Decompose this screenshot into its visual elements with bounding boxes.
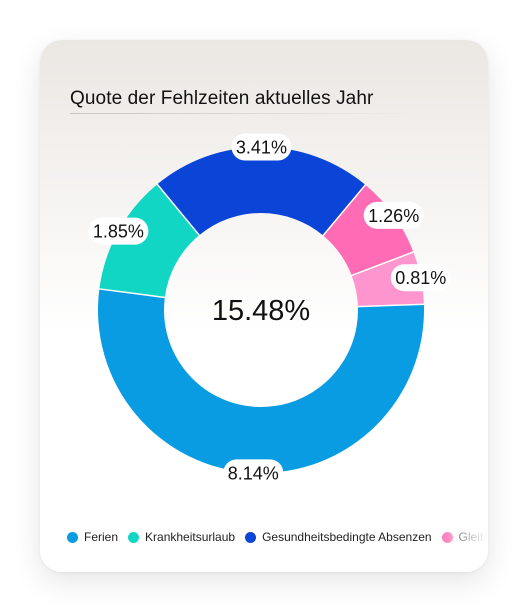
data-label: 1.85%: [88, 217, 149, 245]
slice-separator: [356, 303, 425, 308]
legend-item[interactable]: Gesundheitsbedingte Absenzen: [245, 530, 432, 544]
data-label-pill: [363, 201, 424, 229]
slice-separator: [156, 183, 201, 237]
center-total-label: 15.48%: [212, 295, 310, 327]
legend-label: Gesundheitsbedingte Absenzen: [262, 530, 432, 544]
data-label-text: 1.85%: [93, 222, 144, 242]
legend-label: Ferien: [84, 530, 119, 544]
donut-slice[interactable]: [99, 184, 200, 298]
legend-color-dot: [245, 531, 257, 543]
data-label: 0.81%: [390, 264, 451, 292]
data-label-text: 8.14%: [228, 463, 279, 483]
data-label: 3.41%: [231, 133, 292, 161]
data-label-pill: [231, 133, 292, 161]
legend-label: Gleitzeit: [458, 530, 487, 544]
slice-separator: [350, 250, 415, 277]
slice-separator: [98, 288, 166, 299]
legend-color-dot: [67, 531, 78, 543]
donut-slice[interactable]: [157, 147, 366, 236]
legend-color-dot: [128, 531, 140, 543]
data-label-text: 0.81%: [395, 268, 446, 288]
legend-item[interactable]: Krankheitsurlaub: [128, 530, 235, 544]
chart-card: Quote der Fehlzeiten aktuelles Jahr 15.4…: [40, 40, 488, 572]
donut-slice[interactable]: [323, 184, 414, 276]
legend-item[interactable]: Gleitzeit: [441, 530, 487, 544]
legend-item[interactable]: Ferien: [67, 530, 118, 544]
legend-color-dot: [441, 531, 453, 543]
data-label-pill: [223, 459, 284, 487]
title-divider: [70, 113, 416, 114]
slice-separator: [321, 183, 367, 237]
chart-title: Quote der Fehlzeiten aktuelles Jahr: [70, 88, 374, 109]
data-label: 8.14%: [223, 459, 284, 487]
data-label-pill: [390, 264, 451, 292]
data-label-text: 3.41%: [236, 138, 287, 158]
donut-chart: 15.48% 8.14% 1.85% 3.41% 1.26% 0.81%: [88, 133, 451, 487]
donut-slice[interactable]: [97, 288, 424, 474]
data-label-pill: [88, 217, 149, 245]
data-label-text: 1.26%: [368, 206, 419, 226]
legend-label: Krankheitsurlaub: [145, 530, 236, 544]
data-label: 1.26%: [363, 201, 424, 229]
chart-legend: Ferien Krankheitsurlaub Gesundheitsbedingt…: [67, 524, 487, 550]
